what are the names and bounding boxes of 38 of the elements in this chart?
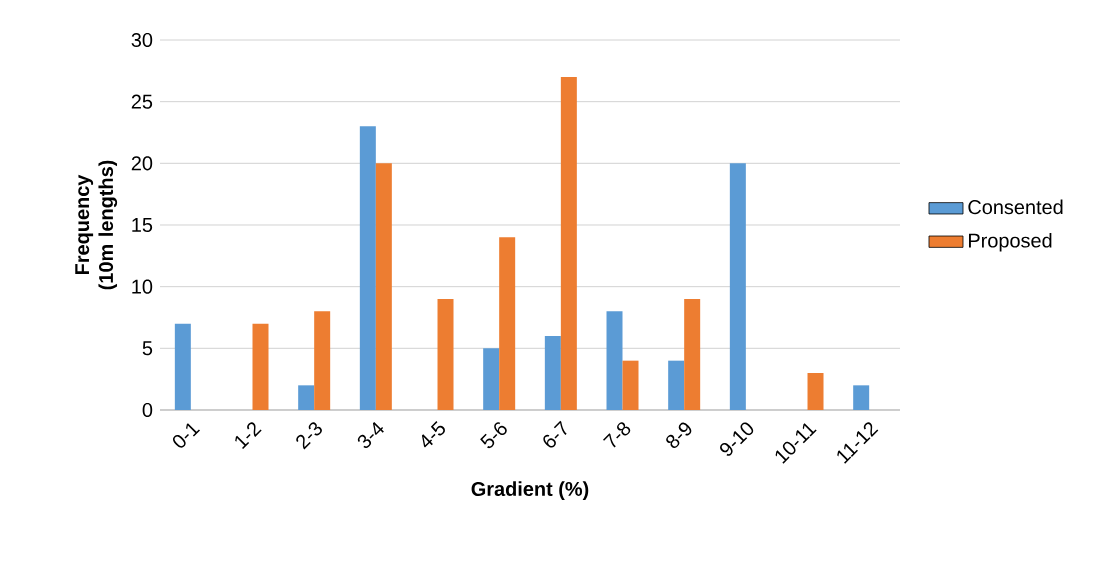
y-axis-title: Frequency (10m lengths): [75, 160, 118, 290]
bar: [729, 163, 746, 410]
bar: [544, 336, 561, 410]
y-tick-label: 0: [142, 402, 153, 418]
bar: [314, 311, 331, 410]
bar: [359, 126, 376, 410]
y-tick-label: 5: [142, 341, 153, 356]
bar: [252, 323, 269, 410]
x-tick-label: 8-9: [666, 422, 692, 449]
x-tick-label: 4-5: [421, 421, 445, 448]
bar: [483, 348, 500, 410]
y-tick-label: 30: [131, 32, 153, 48]
x-axis-title: Gradient (%): [471, 481, 589, 500]
bar: [375, 163, 392, 410]
bar: [684, 299, 701, 410]
bar: [853, 385, 870, 410]
bar: [499, 237, 516, 410]
legend-label: Proposed: [969, 232, 1052, 252]
y-tick-label: 25: [131, 94, 153, 109]
x-tick-label: 1-2: [235, 422, 262, 450]
y-tick-label: 10: [132, 279, 153, 294]
bar: [174, 323, 191, 410]
bar: [298, 385, 315, 410]
x-tick-label: 3-4: [357, 421, 384, 449]
bar: [668, 360, 685, 410]
y-tick-label: 20: [131, 156, 153, 171]
bar: [807, 373, 824, 410]
x-tick-label: 7-8: [603, 422, 631, 448]
y-tick-label: 15: [132, 218, 153, 232]
bar: [437, 299, 454, 410]
bar: [560, 77, 577, 410]
x-tick-label: 5-6: [480, 422, 507, 449]
bar: [622, 360, 639, 410]
bar: [606, 311, 623, 410]
x-tick-label: 2-3: [296, 422, 322, 450]
legend-label: Consented: [968, 199, 1063, 215]
x-tick-label: 0-1: [173, 423, 200, 448]
x-tick-label: 6-7: [543, 420, 567, 448]
